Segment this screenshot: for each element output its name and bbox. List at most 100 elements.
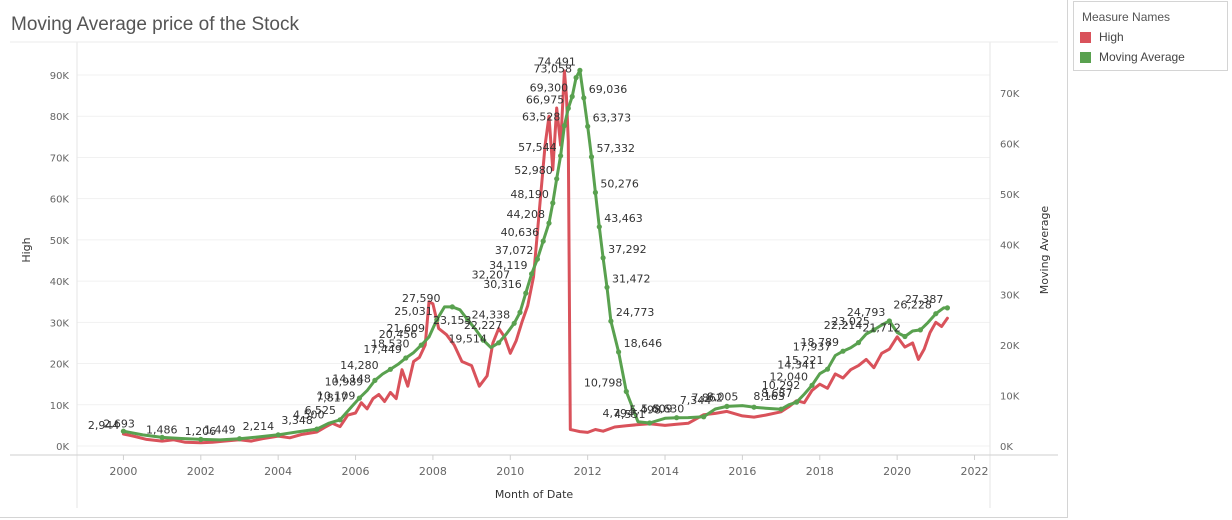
y-tick-label: 10K [50,401,70,412]
legend-item-moving-average[interactable]: Moving Average [1074,47,1227,67]
data-label: 2,944 [88,419,120,432]
data-label: 17,937 [793,341,832,354]
moving-average-point [198,436,204,442]
data-label: 32,207 [472,269,511,282]
x-tick-label: 2016 [728,465,756,478]
y2-tick-label: 70K [1000,89,1020,100]
moving-average-point [540,238,546,244]
data-label: 10,798 [584,377,623,390]
x-tick-label: 2004 [264,465,292,478]
data-label: 57,544 [518,141,557,154]
data-label: 8,163 [753,390,785,403]
moving-average-point [933,311,939,317]
data-label: 23,153 [433,314,472,327]
moving-average-point [480,337,486,343]
data-label: 30,316 [483,278,522,291]
data-label: 14,280 [340,359,379,372]
data-label: 5,498 [630,403,662,416]
moving-average-point [511,320,517,326]
data-label: 1,486 [146,424,178,437]
data-label: 14,148 [332,373,371,386]
data-label: 66,975 [526,93,565,106]
moving-average-point [577,67,583,73]
series-points [120,67,951,442]
line-chart: 0K 10K 20K 30K 40K 50K 60K 70K 80K 90K 0K 10K 20K 30K… [10,41,1058,508]
data-label: 24,338 [472,308,511,321]
moving-average-point [724,403,730,409]
x-tick-label: 2022 [961,465,989,478]
legend-item-high[interactable]: High [1074,27,1227,47]
data-label: 15,221 [785,354,824,367]
x-tick-label: 2018 [806,465,834,478]
data-label: 18,646 [624,337,663,350]
moving-average-point [159,434,165,440]
data-label: 5,609 [641,403,673,416]
y2-tick-label: 40K [1000,240,1020,251]
y2-axis-title: Moving Average [1038,206,1051,295]
moving-average-point [604,284,610,290]
data-label: 40,636 [501,226,540,239]
moving-average-point [449,304,455,310]
chart-panel: Moving Average price of the Stock 0K 10K 2… [0,0,1068,518]
x-tick-label: 2014 [651,465,679,478]
data-label: 26,228 [893,299,932,312]
moving-average-point [565,105,571,111]
y2-tick-label: 50K [1000,190,1020,201]
data-label: 1,206 [185,425,217,438]
moving-average-point [569,93,575,100]
y-tick-label: 40K [50,277,70,288]
data-label: 63,373 [593,111,632,124]
data-label: 7,862 [691,391,723,404]
moving-average-point [778,406,784,412]
data-label: 7,817 [316,392,348,405]
moving-average-point [517,309,523,315]
data-label: 4,500 [293,408,325,421]
moving-average-point [275,432,281,438]
y-tick-label: 30K [50,318,70,329]
moving-average-point [523,290,529,296]
legend-swatch-moving-average [1080,51,1091,63]
data-label: 14,341 [777,359,816,372]
data-label: 22,214 [824,319,863,332]
data-label: 2,214 [243,420,275,433]
moving-average-point [546,220,552,226]
data-label: 4,551 [614,408,646,421]
moving-average-point [418,342,424,348]
data-label: 1,449 [204,424,236,437]
legend-swatch-high [1080,31,1091,43]
legend: Measure Names High Moving Average [1073,1,1228,71]
data-label: 73,058 [534,63,573,76]
data-label: 10,292 [762,379,801,392]
data-label: 18,789 [800,336,839,349]
data-label: 34,119 [489,259,528,272]
x-tick-label: 2002 [187,465,215,478]
data-label: 12,040 [770,370,809,383]
moving-average-point [534,256,541,262]
moving-average-point [855,340,862,346]
legend-label-moving-average: Moving Average [1099,50,1185,64]
data-label: 24,793 [847,306,886,319]
moving-average-point [314,426,320,432]
y-tick-label: 70K [50,153,70,164]
data-label: 63,528 [522,111,561,124]
data-label: 50,276 [600,177,639,190]
x-tick-label: 2010 [496,465,524,478]
moving-average-point [840,348,846,354]
data-label: 57,332 [597,142,636,155]
x-tick-label: 2008 [419,465,447,478]
moving-average-point [529,271,535,277]
axes: 0K 10K 20K 30K 40K 50K 60K 70K 80K 90K 0K 10K 20K 30K… [10,41,1058,508]
data-label: 5,630 [653,403,685,416]
data-label: 17,449 [363,343,402,356]
data-label: 22,227 [464,319,503,332]
moving-average-point [496,340,502,346]
data-label: 18,530 [371,338,410,351]
data-label: 37,072 [495,244,534,257]
data-label: 44,208 [506,208,545,221]
data-label: 27,387 [905,293,944,306]
data-label: 69,036 [589,83,628,96]
x-tick-label: 2012 [574,465,602,478]
y-tick-label: 50K [50,236,70,247]
data-label: 20,456 [379,328,418,341]
